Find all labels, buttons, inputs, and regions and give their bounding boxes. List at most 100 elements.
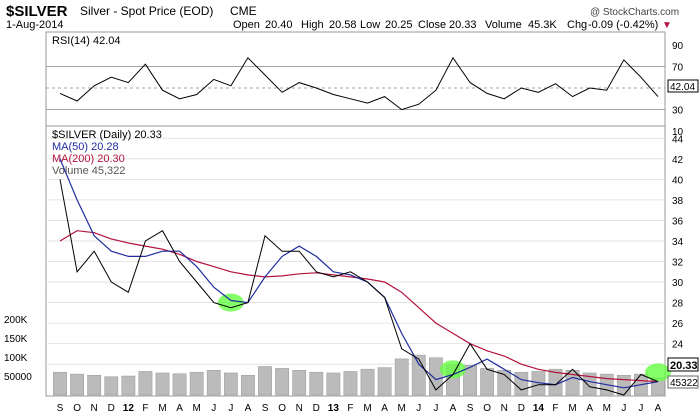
price-tick-label: 42 [672, 155, 684, 166]
x-tick-label: A [586, 403, 593, 414]
volume-bar [121, 375, 136, 396]
volume-bar [189, 371, 204, 396]
price-value-tag [667, 357, 699, 372]
x-tick-label: F [552, 403, 558, 414]
crossover-highlight [439, 360, 466, 379]
volume-bar [70, 373, 84, 396]
watermark: @ StockCharts.com [590, 7, 679, 18]
x-tick-label: J [638, 403, 643, 414]
chg-down-icon: ▼ [662, 20, 672, 31]
volume-bars [53, 354, 665, 396]
volume-bar [53, 371, 67, 396]
price-tick-label: 26 [672, 319, 684, 330]
crossover-highlight [217, 293, 244, 312]
volume-bar [411, 354, 426, 396]
ticker-symbol: $SILVER [6, 3, 68, 20]
ma50-line [59, 158, 659, 389]
volume-bar [463, 365, 477, 396]
volume-tick-labels: 200K 150K 100K 50000 [4, 315, 32, 383]
x-tick-label: O [73, 403, 81, 414]
x-tick-label: N [296, 403, 303, 414]
volume-bar [258, 366, 272, 396]
volume-tick-label: 200K [4, 315, 28, 326]
price-legend: $SILVER (Daily) 20.33 MA(50) 20.28 MA(20… [52, 129, 162, 177]
volume-value-tag [667, 375, 699, 389]
x-tick-label: J [433, 403, 438, 414]
price-line [59, 179, 659, 396]
price-tick-label: 38 [672, 196, 684, 207]
price-grid [46, 137, 665, 365]
rsi-legend: RSI(14) 42.04 [52, 35, 120, 47]
x-tick-label: M [363, 403, 371, 414]
x-tick-label: A [655, 403, 662, 414]
chg-label: Chg [567, 19, 587, 31]
price-tick-label: 40 [672, 175, 684, 186]
volume-bar [326, 372, 341, 396]
x-tick-label: 12 [123, 403, 135, 414]
price-tick-label: 36 [672, 216, 684, 227]
x-tick-label: J [416, 403, 421, 414]
x-tick-label: M [193, 403, 201, 414]
open-value: 20.40 [265, 19, 293, 31]
x-tick-label: M [398, 403, 406, 414]
volume-bar [343, 371, 358, 396]
x-axis: S O N D 12 F M A M J J A S O N D 13 F M A M J J A S O N D 14 F M A M J J A [57, 403, 662, 414]
volume-bar [104, 376, 119, 396]
crossover-highlight [645, 363, 671, 382]
x-tick-label: M [568, 403, 576, 414]
rsi-grid [46, 66, 665, 110]
price-tick-label: 32 [672, 258, 684, 269]
legend-ma50: MA(50) 20.28 [52, 141, 119, 153]
low-label: Low [360, 19, 380, 31]
exchange-label: CME [230, 4, 257, 18]
x-tick-label: A [450, 403, 457, 414]
price-tick-labels: 444240383634323028262422 [672, 134, 684, 371]
rsi-tick-label: 90 [672, 41, 684, 52]
x-tick-label: D [313, 403, 320, 414]
volume-value: 45.3K [528, 19, 557, 31]
rsi-value-tag-text: 42.04 [670, 82, 695, 93]
x-tick-label: J [228, 403, 233, 414]
x-tick-label: J [621, 403, 626, 414]
volume-bar [172, 373, 187, 396]
volume-bar [514, 371, 529, 396]
x-tick-label: D [108, 403, 115, 414]
close-label: Close [418, 19, 446, 31]
rsi-line [59, 56, 659, 111]
volume-tick-label: 50000 [4, 372, 32, 383]
x-tick-label: S [467, 403, 474, 414]
x-tick-label: M [158, 403, 166, 414]
volume-bar [138, 371, 153, 396]
volume-bar [377, 367, 392, 396]
x-tick-label: M [603, 403, 611, 414]
price-value-tag-text: 20.33 [670, 360, 698, 372]
volume-bar [616, 374, 631, 396]
volume-bar [582, 372, 597, 396]
high-label: High [301, 19, 324, 31]
x-tick-label: A [245, 403, 252, 414]
x-tick-label: A [176, 403, 183, 414]
legend-volume: Volume 45,322 [52, 165, 125, 177]
volume-bar [497, 370, 512, 396]
open-label: Open [233, 19, 260, 31]
volume-bar [360, 368, 375, 396]
volume-bar [241, 374, 255, 396]
x-tick-label: S [57, 403, 64, 414]
price-tick-label: 44 [672, 134, 684, 145]
volume-bar [428, 357, 443, 396]
volume-bar [155, 372, 170, 396]
rsi-tick-label: 30 [672, 106, 684, 117]
price-tick-label: 24 [672, 340, 684, 351]
legend-ma200: MA(200) 20.30 [52, 153, 125, 165]
x-tick-label: A [381, 403, 388, 414]
x-tick-label: F [142, 403, 148, 414]
price-tick-label: 34 [672, 237, 684, 248]
low-value: 20.25 [385, 19, 413, 31]
volume-bar [223, 372, 238, 396]
x-tick-label: O [483, 403, 491, 414]
quote-date: 1-Aug-2014 [6, 19, 64, 31]
volume-tick-label: 100K [4, 353, 28, 364]
volume-bar [206, 370, 221, 396]
